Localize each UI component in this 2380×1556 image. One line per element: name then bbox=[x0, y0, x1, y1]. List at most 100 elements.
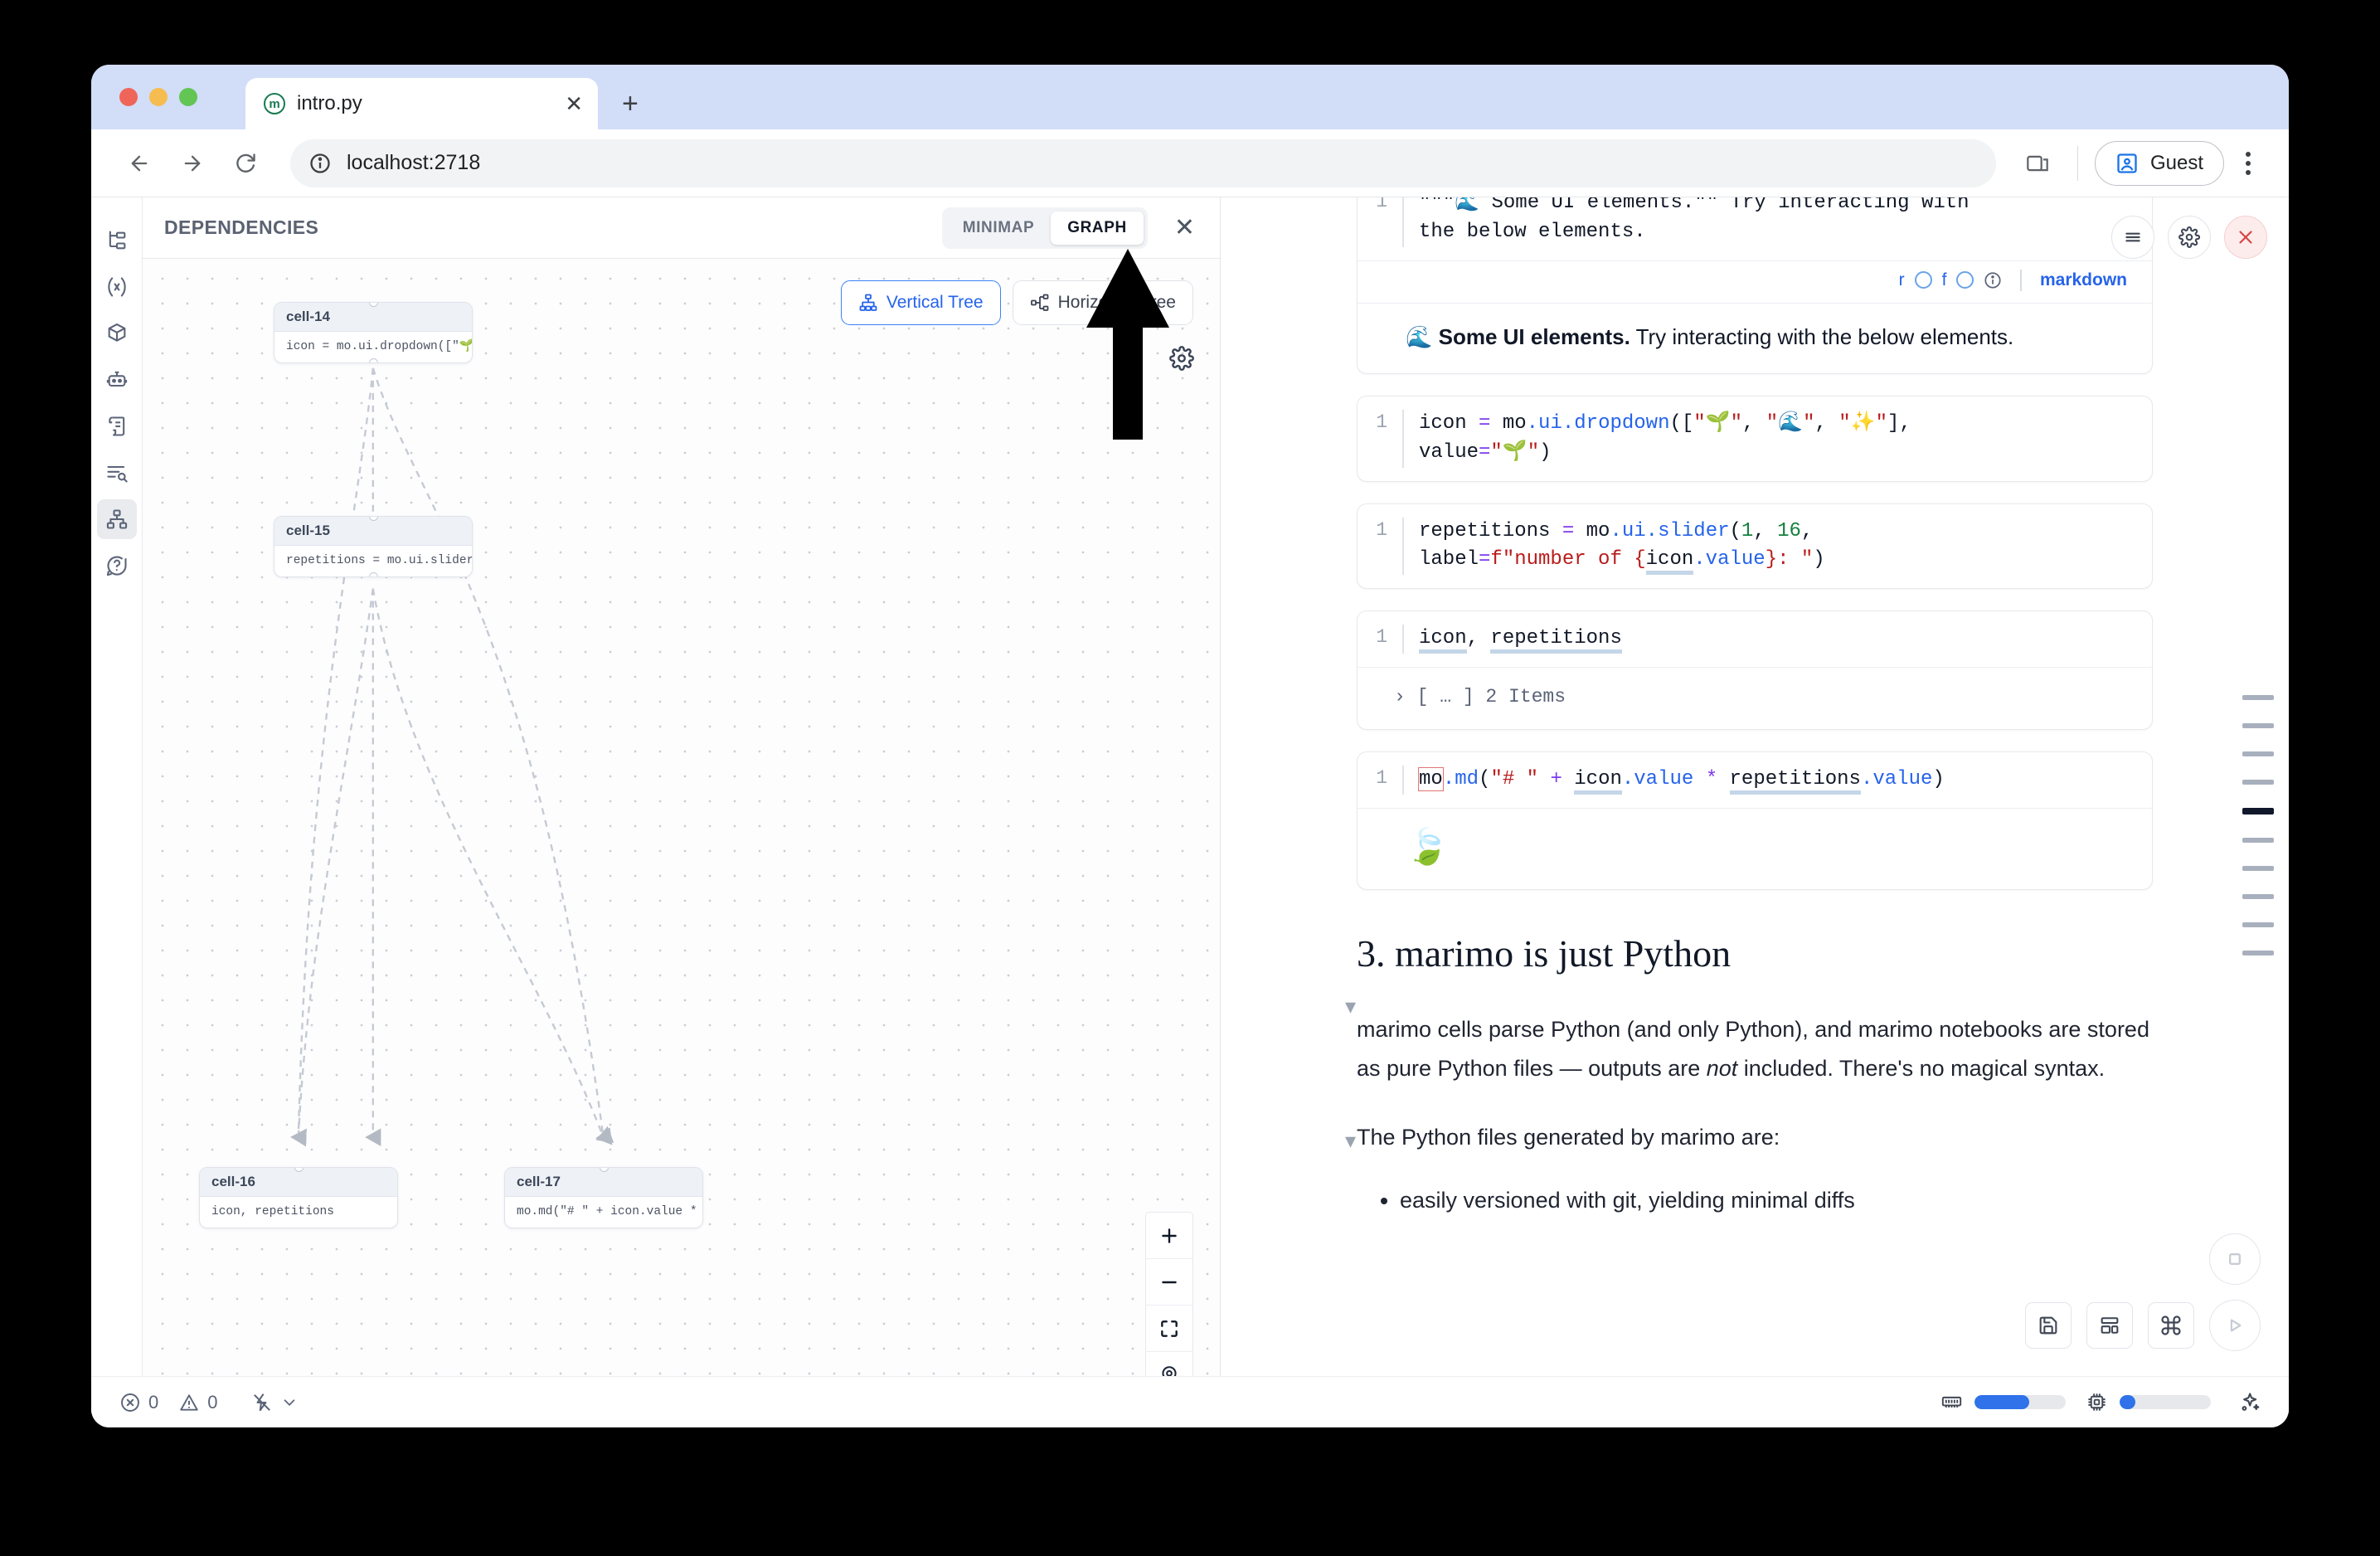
tuple-output[interactable]: › [ … ] 2 Items bbox=[1358, 666, 2152, 729]
refs-circle-icon[interactable] bbox=[1914, 271, 1932, 289]
markdown-source-cell[interactable]: 1 """🌊 Some UI elements."" Try interacti… bbox=[1357, 197, 2153, 374]
interrupt-button[interactable] bbox=[2209, 1233, 2261, 1285]
profile-button[interactable]: Guest bbox=[2094, 140, 2224, 186]
graph-node-cell-17[interactable]: cell-17 mo.md("# " + icon.value * repeti… bbox=[504, 1167, 703, 1228]
code-row[interactable]: 1 icon, repetitions bbox=[1358, 611, 2152, 667]
minimize-window-button[interactable] bbox=[149, 88, 168, 106]
error-count[interactable]: 0 bbox=[119, 1392, 158, 1413]
display-cell[interactable]: 1 icon, repetitions › [ … ] 2 Items bbox=[1357, 610, 2153, 730]
minimap-marker-current[interactable] bbox=[2242, 808, 2274, 814]
minimap-marker[interactable] bbox=[2242, 951, 2274, 955]
layout-icon bbox=[2101, 1317, 2119, 1334]
cpu-icon bbox=[2088, 1393, 2106, 1411]
code-row[interactable]: 1 """🌊 Some UI elements."" Try interacti… bbox=[1358, 197, 2152, 260]
vertical-tree-button[interactable]: Vertical Tree bbox=[840, 280, 1001, 325]
tab-minimap[interactable]: MINIMAP bbox=[962, 218, 1035, 236]
collapse-cell-chevron[interactable]: ▾ bbox=[1345, 994, 1357, 1019]
address-bar[interactable]: localhost:2718 bbox=[290, 139, 1996, 187]
cell-action-buttons bbox=[2111, 216, 2267, 259]
browser-tab[interactable]: m intro.py ✕ bbox=[245, 78, 598, 129]
expand-output-toggle[interactable]: › [ … ] 2 Items bbox=[1394, 685, 1566, 707]
sidebar-item-file-explorer[interactable] bbox=[97, 221, 137, 260]
tab-graph[interactable]: GRAPH bbox=[1051, 211, 1144, 245]
horizontal-tree-button[interactable]: Horizontal Tree bbox=[1012, 280, 1193, 325]
code-row[interactable]: 1 mo.md("# " + icon.value * repetitions.… bbox=[1358, 752, 2152, 808]
new-tab-button[interactable]: + bbox=[622, 88, 639, 119]
minimap-marker[interactable] bbox=[2242, 780, 2274, 785]
command-palette-button[interactable] bbox=[2148, 1302, 2194, 1349]
run-all-button[interactable] bbox=[2209, 1300, 2261, 1351]
line-number: 1 bbox=[1376, 411, 1387, 433]
share-screenshot-icon[interactable] bbox=[2014, 140, 2061, 187]
markdown-render-cell[interactable]: 1 mo.md("# " + icon.value * repetitions.… bbox=[1357, 751, 2153, 890]
code-text[interactable]: icon, repetitions bbox=[1402, 625, 2135, 654]
browser-menu-button[interactable] bbox=[2232, 151, 2264, 175]
back-button[interactable] bbox=[116, 140, 163, 187]
slider-cell[interactable]: 1 repetitions = mo.ui.slider(1, 16, labe… bbox=[1357, 503, 2153, 590]
graph-node-cell-14[interactable]: cell-14 icon = mo.ui.dropdown(["🌱", "🌊",… bbox=[274, 302, 473, 363]
code-text[interactable]: repetitions = mo.ui.slider(1, 16, label=… bbox=[1402, 517, 2135, 576]
notebook-scroll[interactable]: 1 """🌊 Some UI elements."" Try interacti… bbox=[1221, 197, 2289, 1427]
minimap-marker[interactable] bbox=[2242, 751, 2274, 756]
marimo-favicon-icon: m bbox=[264, 93, 285, 114]
cell-meta-row: r f markdown bbox=[1358, 260, 2152, 303]
code-row[interactable]: 1 icon = mo.ui.dropdown(["🌱", "🌊", "✨"],… bbox=[1358, 396, 2152, 481]
code-text[interactable]: icon = mo.ui.dropdown(["🌱", "🌊", "✨"], v… bbox=[1402, 409, 2135, 468]
layout-toggle-button[interactable] bbox=[2086, 1302, 2133, 1349]
cell-menu-button[interactable] bbox=[2111, 216, 2154, 259]
bullet-list: easily versioned with git, yielding mini… bbox=[1400, 1188, 2153, 1213]
sidebar-item-packages[interactable] bbox=[97, 314, 137, 353]
tab-close-icon[interactable]: ✕ bbox=[565, 91, 583, 116]
dropdown-cell[interactable]: 1 icon = mo.ui.dropdown(["🌱", "🌊", "✨"],… bbox=[1357, 395, 2153, 482]
sidebar-item-outline[interactable] bbox=[97, 453, 137, 493]
line-number: 1 bbox=[1376, 518, 1387, 541]
code-text[interactable]: mo.md("# " + icon.value * repetitions.va… bbox=[1402, 765, 2135, 795]
graph-node-cell-15[interactable]: cell-15 repetitions = mo.ui.slider(1, 16… bbox=[274, 516, 473, 577]
line-number: 1 bbox=[1376, 626, 1387, 649]
notebook-minimap bbox=[2242, 695, 2274, 955]
section-heading: 3. marimo is just Python bbox=[1357, 931, 1732, 975]
graph-canvas[interactable]: Vertical Tree Horizontal Tree bbox=[143, 259, 1220, 1427]
sparkles-icon bbox=[2242, 1392, 2260, 1411]
variables-icon bbox=[107, 277, 126, 297]
zoom-in-button[interactable] bbox=[1146, 1213, 1192, 1259]
output-emoji: 🌊 bbox=[1406, 323, 1433, 349]
close-window-button[interactable] bbox=[119, 88, 138, 106]
save-notebook-button[interactable] bbox=[2025, 1302, 2072, 1349]
code-text[interactable]: """🌊 Some UI elements."" Try interacting… bbox=[1402, 197, 2135, 247]
graph-edges bbox=[290, 367, 614, 1147]
forward-button[interactable] bbox=[169, 140, 216, 187]
reload-button[interactable] bbox=[222, 140, 269, 187]
graph-settings-button[interactable] bbox=[1169, 346, 1194, 375]
code-row[interactable]: 1 repetitions = mo.ui.slider(1, 16, labe… bbox=[1358, 504, 2152, 589]
sidebar-item-variables[interactable] bbox=[97, 267, 137, 307]
autorun-toggle[interactable] bbox=[251, 1392, 299, 1413]
paragraph-1-italic: not bbox=[1706, 1056, 1738, 1082]
sidebar-item-dependency-graph[interactable] bbox=[96, 499, 137, 539]
warning-count[interactable]: 0 bbox=[178, 1392, 218, 1413]
graph-node-cell-16[interactable]: cell-16 icon, repetitions bbox=[199, 1167, 398, 1228]
collapse-section-chevron[interactable]: ▾ bbox=[1345, 1128, 1357, 1153]
node-title: cell-15 bbox=[274, 517, 472, 546]
error-count-label: 0 bbox=[148, 1391, 159, 1413]
minimap-marker[interactable] bbox=[2242, 922, 2274, 927]
sidebar-item-ai-assistant[interactable] bbox=[97, 360, 137, 400]
sidebar-item-help[interactable] bbox=[97, 546, 137, 586]
maximize-window-button[interactable] bbox=[179, 88, 197, 106]
sidebar-item-scratchpad[interactable] bbox=[97, 406, 137, 446]
minimap-marker[interactable] bbox=[2242, 838, 2274, 843]
error-circle-icon bbox=[121, 1393, 139, 1412]
close-icon bbox=[2239, 231, 2252, 244]
vertical-tree-label: Vertical Tree bbox=[886, 293, 984, 312]
minimap-marker[interactable] bbox=[2242, 695, 2274, 700]
zoom-out-button[interactable] bbox=[1146, 1259, 1192, 1306]
close-panel-icon[interactable]: ✕ bbox=[1173, 213, 1195, 241]
fit-view-button[interactable] bbox=[1146, 1306, 1192, 1352]
cell-settings-button[interactable] bbox=[2168, 216, 2211, 259]
defs-circle-icon[interactable] bbox=[1956, 271, 1974, 289]
minimap-marker[interactable] bbox=[2242, 723, 2274, 728]
minimap-marker[interactable] bbox=[2242, 894, 2274, 899]
cell-language-label[interactable]: markdown bbox=[2039, 270, 2127, 289]
minimap-marker[interactable] bbox=[2242, 866, 2274, 871]
cell-delete-button[interactable] bbox=[2224, 216, 2267, 259]
